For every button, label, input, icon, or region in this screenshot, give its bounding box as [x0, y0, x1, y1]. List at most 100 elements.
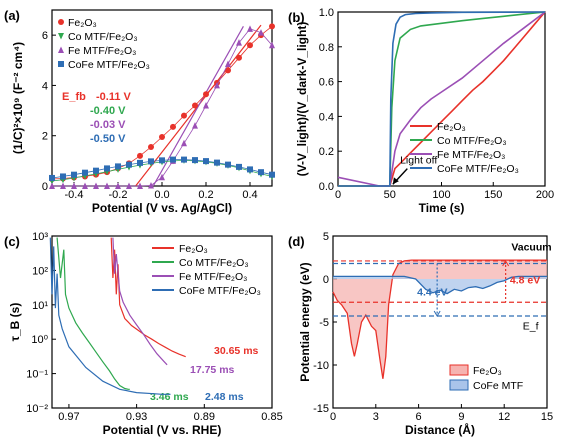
x-axis-label: Potential (V vs. Ag/AgCl) [92, 201, 232, 215]
y-tick-label: 10¹ [32, 300, 48, 312]
x-tick-label: -0.2 [109, 189, 128, 201]
end-value-label: 2.48 ms [205, 391, 244, 403]
data-point [82, 182, 88, 189]
data-point [236, 39, 242, 46]
series-line [110, 237, 186, 358]
light-off-label: Light off [400, 154, 437, 166]
data-point [181, 156, 187, 163]
data-point [60, 173, 66, 180]
x-tick-label: 9 [458, 411, 464, 423]
data-point [192, 122, 198, 129]
legend-swatch [449, 379, 469, 391]
y-tick-label: 0 [42, 181, 48, 193]
data-point [247, 25, 253, 32]
data-point [247, 42, 253, 49]
data-point [258, 169, 264, 176]
data-point [170, 123, 176, 130]
series-line [338, 11, 546, 187]
data-point [258, 29, 264, 36]
x-tick-label: 0 [335, 189, 341, 201]
y-tick-label: 0.2 [319, 146, 334, 158]
data-point [236, 54, 242, 61]
legend-label: CoFe MTF/Fe₂O₃ [68, 59, 150, 71]
data-point [214, 159, 220, 166]
series-area [333, 276, 547, 294]
legend-marker [58, 61, 64, 67]
data-point [214, 81, 220, 89]
y-tick-label: -15 [313, 403, 329, 415]
cofe-gap-label: 4.4 eV [417, 286, 447, 298]
legend-label: Co MTF/Fe₂O₃ [437, 135, 507, 147]
legend-label: Fe₂O₃ [179, 243, 208, 255]
panel-label: (c) [4, 234, 20, 249]
x-tick-label: 0.85 [261, 411, 282, 423]
x-tick-label: 0.97 [58, 411, 79, 423]
series-line [338, 11, 546, 187]
y-axis-label: Potential energy (eV) [298, 262, 312, 381]
legend-label: Fe₂O₃ [68, 17, 97, 29]
x-tick-label: 0.2 [198, 189, 213, 201]
legend-marker [58, 33, 64, 40]
y-axis-label: (V-V_light)/(V_dark-V_light) [295, 22, 309, 177]
y-tick-label: 6 [42, 30, 48, 42]
data-point [269, 171, 275, 178]
x-tick-label: 50 [384, 189, 396, 201]
data-point [203, 158, 209, 165]
data-point [203, 91, 209, 98]
data-point [148, 158, 154, 165]
legend-label: CoFe MTF [473, 380, 523, 392]
data-point [104, 182, 110, 189]
y-tick-label: 0 [323, 274, 329, 286]
panel-label: (a) [4, 8, 20, 23]
efb-title: E_fb [62, 91, 86, 103]
x-tick-label: 0.89 [194, 411, 215, 423]
cofe-gap-arrowhead [433, 310, 441, 317]
data-point [71, 182, 77, 189]
legend-label: Fe MTF/Fe₂O₃ [179, 271, 247, 283]
y-tick-label: 10⁻¹ [26, 369, 48, 381]
light-off-arrowhead [392, 177, 399, 185]
series-line [56, 237, 130, 390]
end-value-label: 30.65 ms [214, 345, 259, 357]
legend-marker [58, 46, 64, 53]
legend-label: Co MTF/Fe₂O₃ [68, 31, 138, 43]
data-point [203, 102, 209, 109]
y-tick-label: 1.0 [319, 7, 334, 19]
data-point [148, 144, 154, 151]
data-point [137, 152, 143, 159]
series-area [333, 260, 547, 379]
y-tick-label: -5 [319, 317, 329, 329]
panel-d: 0 3 6 9 12 15 5 0 -5 -10 -15 Distance (Å) Potential … [288, 231, 553, 437]
y-tick-label: 4 [42, 80, 48, 92]
data-point [115, 163, 121, 170]
data-point [170, 156, 176, 163]
y-tick-label: 2 [42, 131, 48, 143]
data-point [82, 169, 88, 176]
legend-label: CoFe MTF/Fe₂O₃ [179, 285, 261, 297]
data-point [225, 161, 231, 168]
legend-label: Fe MTF/Fe₂O₃ [68, 45, 136, 57]
y-axis-label: τ_B (s) [8, 303, 22, 342]
data-point [93, 167, 99, 174]
data-point [60, 182, 66, 189]
panel-c: 0.97 0.93 0.89 0.85 10⁻² 10⁻¹ 10⁰ 10¹ 10² 10³ Pote… [4, 231, 283, 437]
vacuum-label: Vacuum [511, 242, 551, 254]
y-tick-label: 0.0 [319, 181, 334, 193]
fermi-label: E_f [523, 321, 539, 333]
x-tick-label: 200 [536, 189, 554, 201]
y-tick-label: 5 [323, 231, 329, 243]
data-point [159, 157, 165, 164]
y-tick-label: 0.4 [319, 111, 334, 123]
x-tick-label: -0.4 [65, 189, 84, 201]
y-tick-label: -10 [313, 360, 329, 372]
efb-value: -0.50 V [90, 133, 126, 145]
data-point [159, 173, 165, 181]
series-line [112, 237, 168, 366]
series-line [338, 11, 546, 187]
fit-line [152, 26, 244, 187]
legend-label: Fe MTF/Fe₂O₃ [437, 149, 505, 161]
data-point [225, 67, 231, 74]
series-line [332, 259, 547, 379]
x-axis-label: Potential (V vs. RHE) [103, 423, 222, 437]
